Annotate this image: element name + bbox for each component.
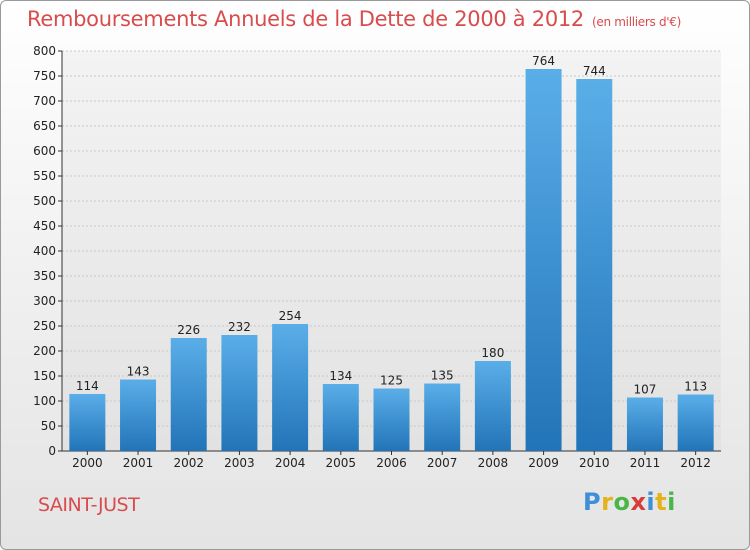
- proxiti-logo: Proxiti: [583, 488, 676, 516]
- y-tick-label: 300: [33, 294, 56, 308]
- y-tick-label: 700: [33, 94, 56, 108]
- value-label-2003: 232: [228, 320, 251, 334]
- value-label-2007: 135: [431, 369, 454, 383]
- y-tick-label: 350: [33, 269, 56, 283]
- x-tick-label-2011: 2011: [630, 456, 661, 470]
- value-label-2008: 180: [481, 346, 504, 360]
- value-label-2005: 134: [329, 369, 352, 383]
- bars-layer: [69, 69, 714, 451]
- bar-2010: [576, 79, 613, 451]
- y-tick-label: 150: [33, 369, 56, 383]
- bar-2001: [120, 379, 157, 451]
- value-label-2004: 254: [279, 309, 302, 323]
- bar-2003: [221, 335, 258, 451]
- bar-2006: [373, 388, 410, 451]
- y-tick-label: 450: [33, 219, 56, 233]
- bar-2004: [272, 324, 309, 451]
- x-tick-label-2005: 2005: [326, 456, 357, 470]
- x-tick-label-2007: 2007: [427, 456, 458, 470]
- bar-chart: 0 50 100 150 200 250 300 350 400 450 500 550 600 650 7…: [33, 44, 721, 470]
- value-label-2000: 114: [76, 379, 99, 393]
- y-tick-label: 650: [33, 119, 56, 133]
- bar-2002: [170, 338, 207, 451]
- value-label-2009: 764: [532, 54, 555, 68]
- commune-name: SAINT-JUST: [38, 494, 140, 516]
- bar-2012: [677, 394, 714, 451]
- bar-2000: [69, 394, 106, 451]
- value-label-2011: 107: [634, 383, 657, 397]
- bar-2008: [474, 361, 511, 451]
- chart-subtitle: (en milliers d'€): [592, 15, 682, 29]
- x-tick-label-2002: 2002: [173, 456, 204, 470]
- y-tick-label: 250: [33, 319, 56, 333]
- y-tick-label: 400: [33, 244, 56, 258]
- bar-2007: [424, 383, 461, 451]
- y-tick-label: 200: [33, 344, 56, 358]
- value-label-2006: 125: [380, 374, 403, 388]
- value-label-2002: 226: [177, 323, 200, 337]
- x-tick-label-2004: 2004: [275, 456, 306, 470]
- title-text: Remboursements Annuels de la Dette de 20…: [27, 7, 584, 31]
- x-tick-label-2008: 2008: [478, 456, 509, 470]
- bar-2011: [626, 397, 663, 451]
- x-tick-label-2001: 2001: [123, 456, 154, 470]
- y-tick-label: 500: [33, 194, 56, 208]
- x-tick-label-2000: 2000: [72, 456, 103, 470]
- x-tick-label-2006: 2006: [376, 456, 407, 470]
- bar-2005: [322, 384, 359, 451]
- y-tick-label: 600: [33, 144, 56, 158]
- y-tick-label: 0: [48, 444, 56, 458]
- chart-title: Remboursements Annuels de la Dette de 20…: [27, 7, 681, 31]
- x-tick-label-2012: 2012: [680, 456, 711, 470]
- value-label-2012: 113: [684, 380, 707, 394]
- x-tick-label-2009: 2009: [528, 456, 559, 470]
- y-tick-label: 550: [33, 169, 56, 183]
- y-tick-label: 50: [41, 419, 56, 433]
- value-label-2001: 143: [127, 365, 150, 379]
- x-tick-label-2010: 2010: [579, 456, 610, 470]
- value-label-2010: 744: [583, 64, 606, 78]
- y-tick-label: 750: [33, 69, 56, 83]
- y-tick-label: 100: [33, 394, 56, 408]
- x-tick-label-2003: 2003: [224, 456, 255, 470]
- y-tick-label: 800: [33, 44, 56, 58]
- bar-2009: [525, 69, 562, 451]
- labels-layer: 0 50 100 150 200 250 300 350 400 450 500 550 600 650 7…: [33, 44, 711, 470]
